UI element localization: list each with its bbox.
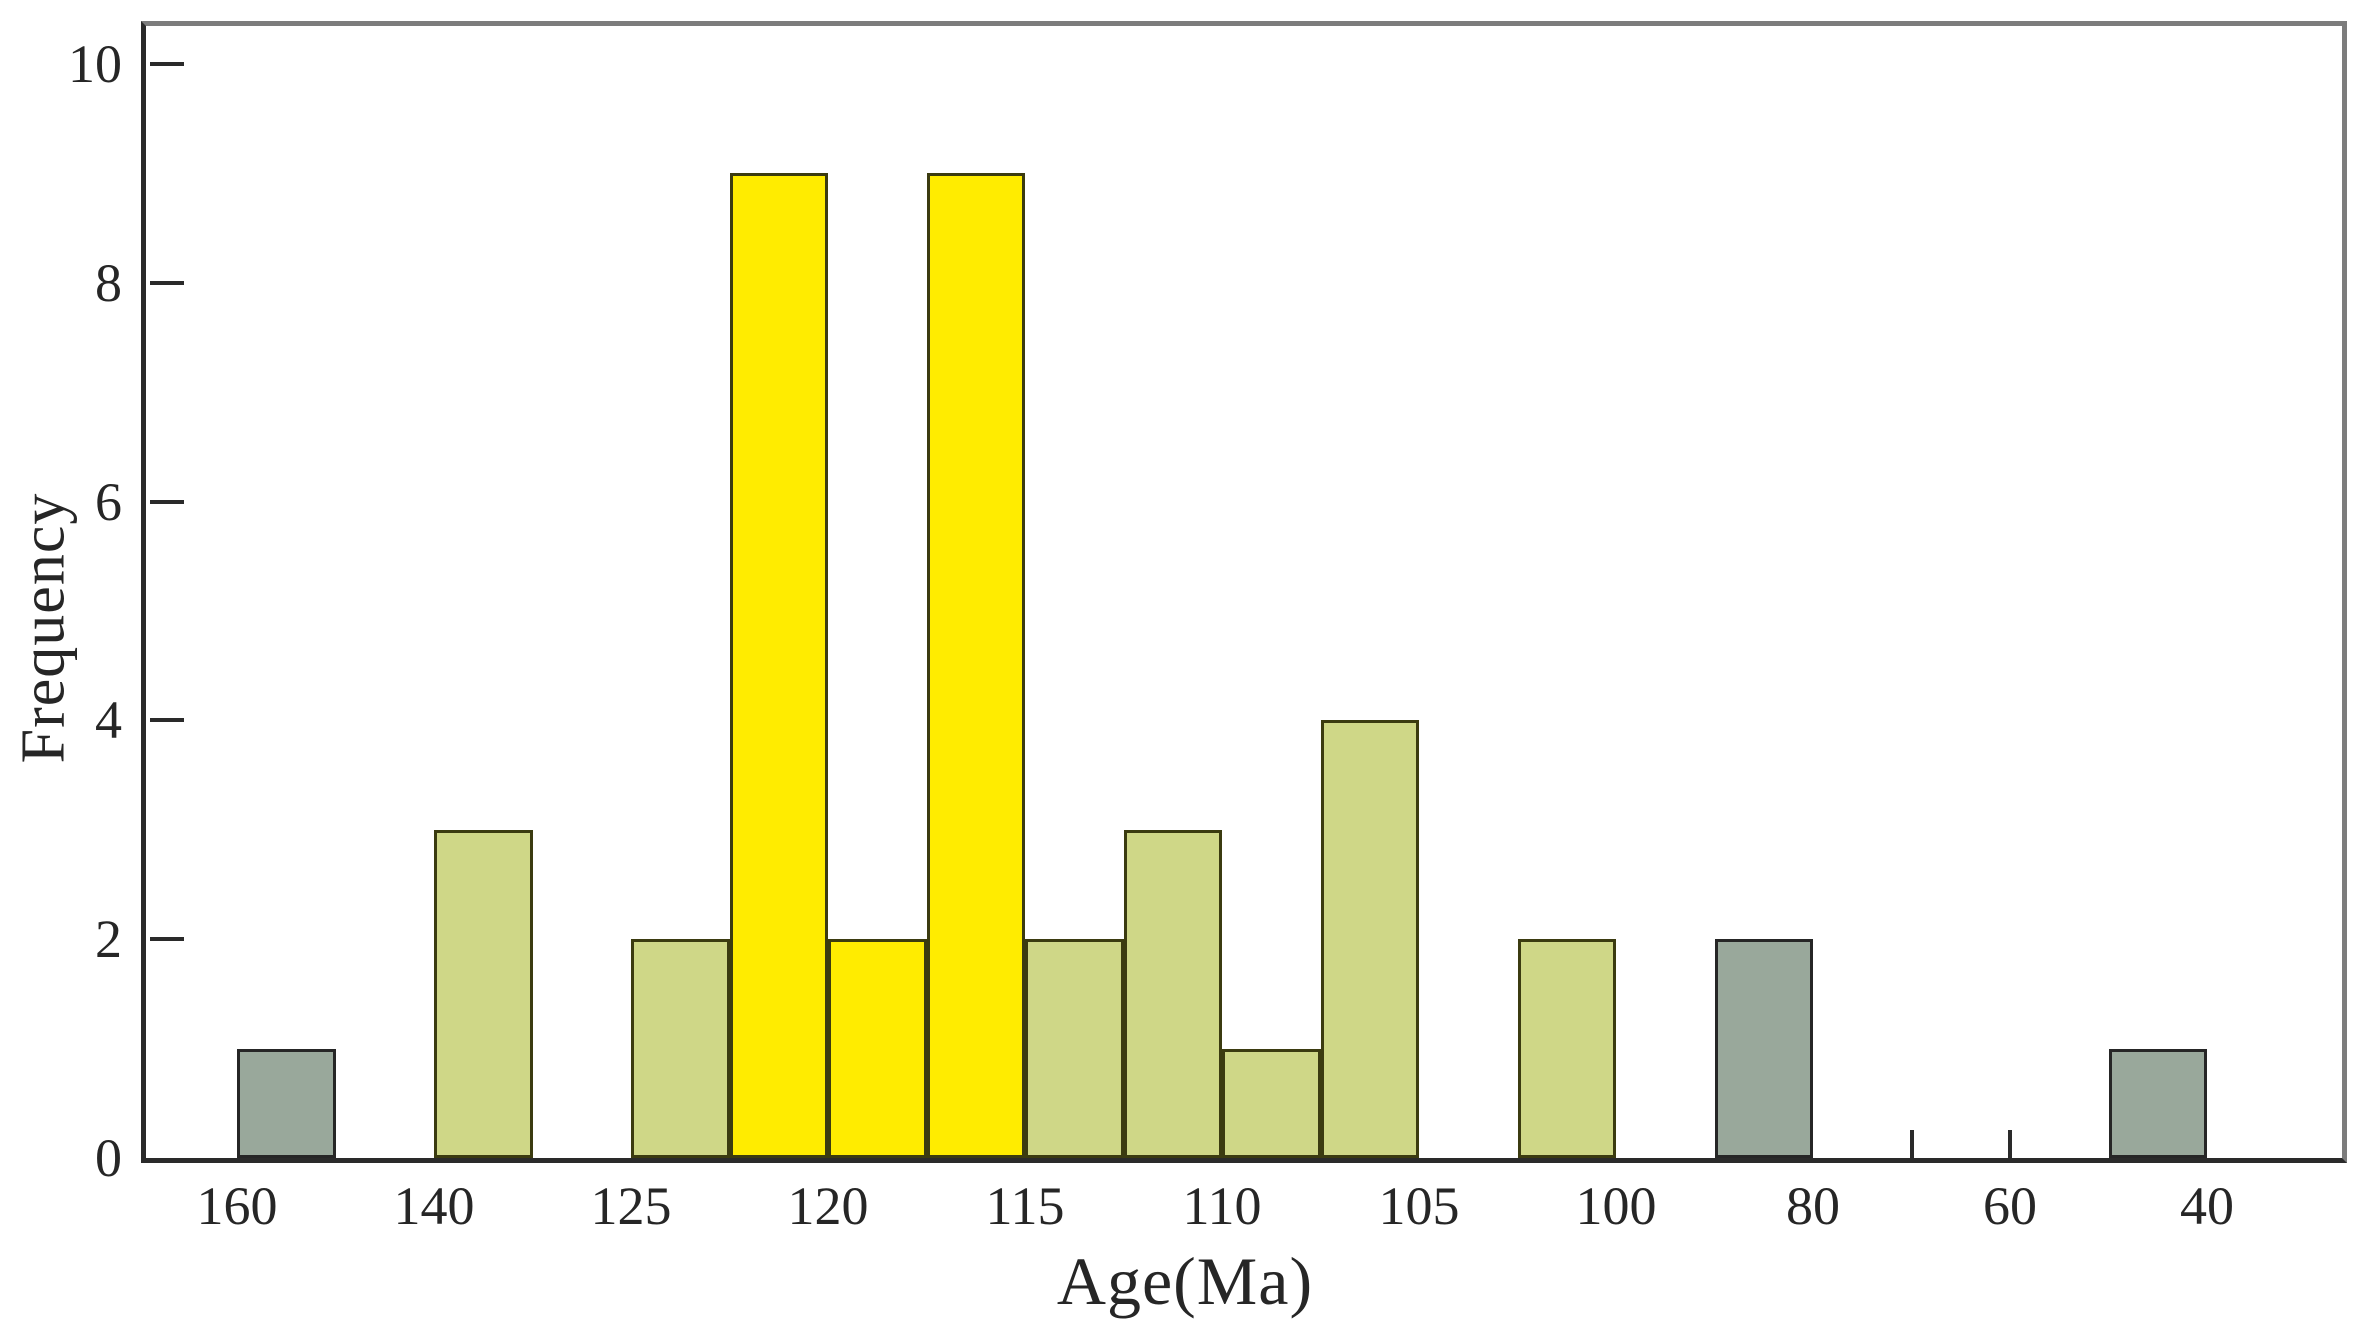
y-tick-2 [150,937,184,942]
y-tick-label-10: 10 [68,34,122,94]
bar-125-122.5-Ma [631,939,730,1158]
x-minor-tick-0 [1909,1130,1914,1158]
y-tick-label-0: 0 [95,1128,122,1188]
bar-90-80-Ma [1714,939,1813,1158]
y-tick-10 [150,62,184,66]
y-tick-label-8: 8 [95,252,122,313]
x-tick-label-60: 60 [1983,1176,2037,1236]
y-tick-label-4: 4 [95,690,122,751]
y-tick-label-6: 6 [95,471,122,532]
x-tick-label-40: 40 [2180,1176,2234,1236]
x-tick-label-125: 125 [590,1176,672,1236]
y-tick-8 [150,280,184,285]
bar-122.5-120-Ma [729,173,828,1158]
y-tick-label-2: 2 [95,909,122,970]
bar-140-132.5-Ma [434,829,533,1158]
bar-107.5-105-Ma [1320,720,1419,1158]
x-tick-label-120: 120 [787,1176,869,1236]
bar-117.5-115-Ma [926,173,1025,1158]
x-tick-label-105: 105 [1378,1176,1460,1236]
x-axis-title: Age(Ma) [1056,1243,1314,1319]
bar-160-150-Ma [237,1048,336,1158]
y-axis-title: Frequency [9,492,78,764]
x-tick-label-100: 100 [1575,1176,1657,1236]
x-tick-label-140: 140 [393,1176,475,1236]
x-tick-label-110: 110 [1182,1176,1262,1236]
x-tick-label-80: 80 [1786,1176,1840,1236]
bar-102.5-100-Ma [1517,939,1616,1158]
bar-120-117.5-Ma [828,939,927,1158]
bar-112.5-110-Ma [1123,829,1222,1158]
bar-50-40-Ma [2108,1048,2207,1158]
x-tick-label-115: 115 [985,1176,1065,1236]
x-tick-label-160: 160 [196,1176,278,1236]
x-minor-tick-1 [2008,1130,2012,1158]
bar-115-112.5-Ma [1025,939,1124,1158]
bar-110-107.5-Ma [1222,1048,1321,1158]
y-tick-4 [150,718,184,723]
y-tick-6 [150,499,184,504]
